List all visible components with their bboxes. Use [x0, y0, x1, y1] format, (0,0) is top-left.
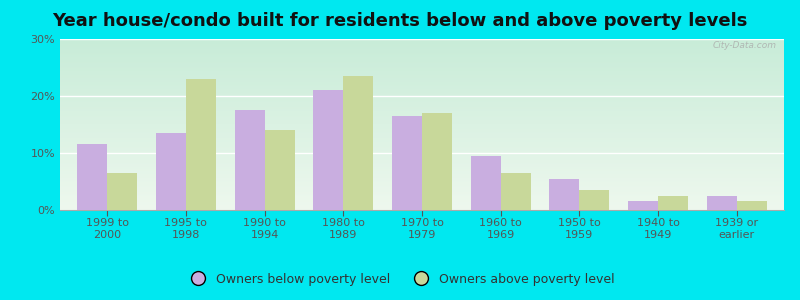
Bar [186, 79, 216, 210]
Bar [234, 110, 265, 210]
Bar [501, 173, 530, 210]
Bar [78, 145, 107, 210]
Bar [658, 196, 688, 210]
Legend: Owners below poverty level, Owners above poverty level: Owners below poverty level, Owners above… [181, 268, 619, 291]
Bar [707, 196, 737, 210]
Bar [343, 76, 374, 210]
Bar [737, 202, 766, 210]
Text: City-Data.com: City-Data.com [713, 41, 777, 50]
Bar [579, 190, 610, 210]
Bar [265, 130, 294, 210]
Bar [550, 178, 579, 210]
Bar [628, 202, 658, 210]
Text: Year house/condo built for residents below and above poverty levels: Year house/condo built for residents bel… [52, 12, 748, 30]
Bar [470, 156, 501, 210]
Bar [107, 173, 137, 210]
Bar [156, 133, 186, 210]
Bar [422, 113, 452, 210]
Bar [392, 116, 422, 210]
Bar [314, 90, 343, 210]
